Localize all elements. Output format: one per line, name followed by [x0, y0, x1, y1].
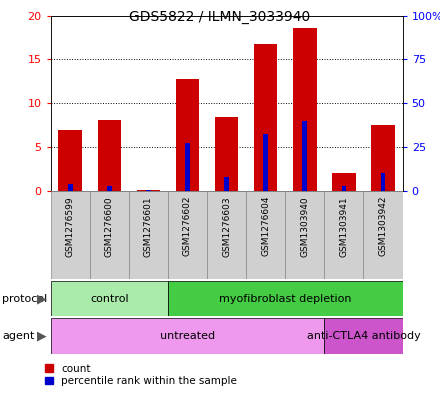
- Bar: [176, 79, 199, 191]
- Bar: [324, 191, 363, 279]
- Bar: [59, 130, 82, 191]
- Bar: [285, 191, 324, 279]
- Text: control: control: [90, 294, 128, 304]
- Text: anti-CTLA4 antibody: anti-CTLA4 antibody: [307, 331, 420, 341]
- Text: GSM1303942: GSM1303942: [378, 196, 388, 256]
- Text: untreated: untreated: [160, 331, 215, 341]
- Text: GSM1276603: GSM1276603: [222, 196, 231, 257]
- Legend: count, percentile rank within the sample: count, percentile rank within the sample: [45, 364, 237, 386]
- Bar: [332, 173, 356, 191]
- Bar: [90, 191, 129, 279]
- Text: agent: agent: [2, 331, 35, 341]
- Bar: [68, 184, 73, 191]
- Bar: [224, 178, 229, 191]
- Bar: [215, 117, 238, 191]
- Bar: [51, 191, 90, 279]
- Text: GSM1276604: GSM1276604: [261, 196, 270, 256]
- Bar: [254, 44, 278, 191]
- Text: myofibroblast depletion: myofibroblast depletion: [219, 294, 352, 304]
- Bar: [185, 143, 190, 191]
- Bar: [371, 125, 395, 191]
- Bar: [302, 121, 307, 191]
- Bar: [168, 281, 403, 316]
- Bar: [51, 318, 324, 354]
- Bar: [168, 191, 207, 279]
- Bar: [324, 318, 403, 354]
- Text: GDS5822 / ILMN_3033940: GDS5822 / ILMN_3033940: [129, 10, 311, 24]
- Bar: [381, 173, 385, 191]
- Bar: [363, 191, 403, 279]
- Text: ▶: ▶: [37, 329, 46, 343]
- Bar: [341, 186, 346, 191]
- Text: GSM1276600: GSM1276600: [105, 196, 114, 257]
- Bar: [293, 28, 316, 191]
- Bar: [129, 191, 168, 279]
- Bar: [264, 134, 268, 191]
- Text: GSM1303940: GSM1303940: [301, 196, 309, 257]
- Text: GSM1276601: GSM1276601: [144, 196, 153, 257]
- Bar: [98, 120, 121, 191]
- Bar: [207, 191, 246, 279]
- Bar: [51, 281, 168, 316]
- Bar: [137, 190, 160, 191]
- Text: GSM1303941: GSM1303941: [339, 196, 348, 257]
- Text: GSM1276599: GSM1276599: [66, 196, 75, 257]
- Text: ▶: ▶: [37, 292, 46, 305]
- Bar: [107, 186, 112, 191]
- Bar: [246, 191, 285, 279]
- Text: GSM1276602: GSM1276602: [183, 196, 192, 256]
- Text: protocol: protocol: [2, 294, 48, 304]
